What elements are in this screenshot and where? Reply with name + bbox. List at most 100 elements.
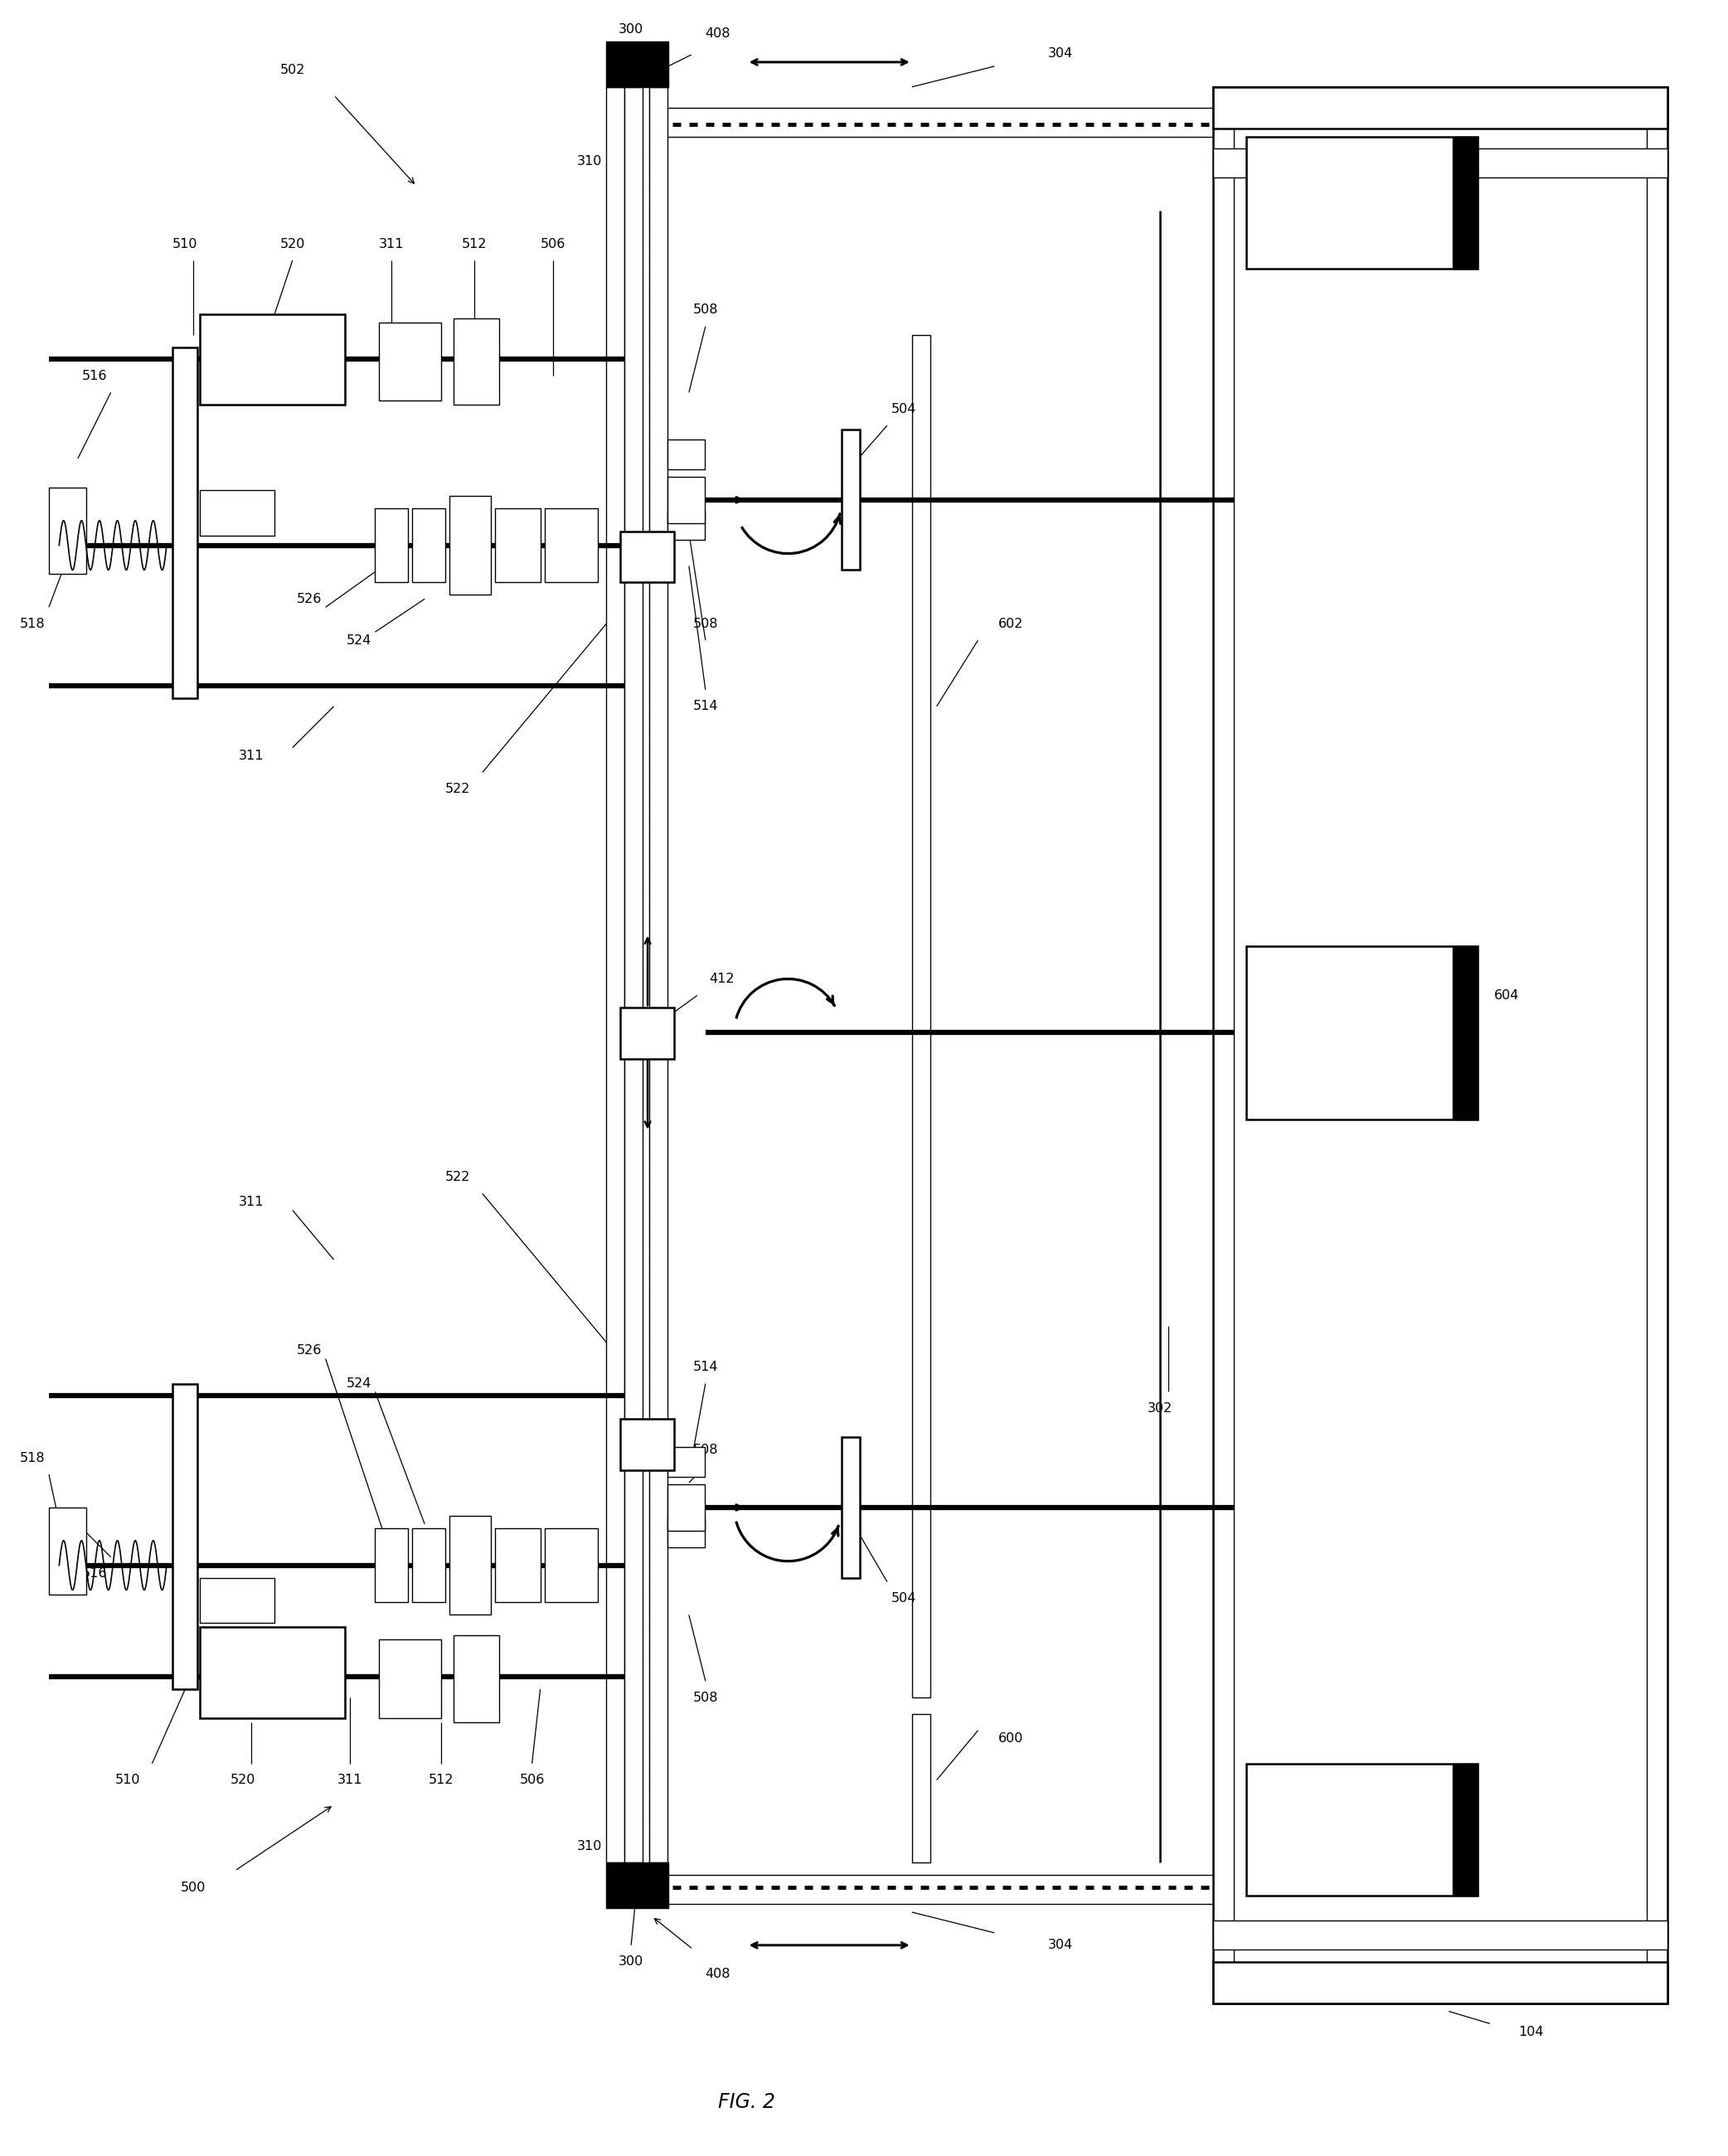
Bar — [413, 1529, 446, 1602]
Bar — [620, 1007, 674, 1059]
Text: 510: 510 — [114, 1774, 140, 1787]
Bar — [544, 509, 598, 582]
Text: 311: 311 — [378, 237, 404, 250]
Text: 514: 514 — [693, 701, 719, 711]
Text: 504: 504 — [892, 403, 916, 416]
Text: 311: 311 — [337, 1774, 363, 1787]
Text: 300: 300 — [619, 1955, 643, 1968]
Text: 524: 524 — [346, 1378, 372, 1391]
Bar — [378, 1639, 441, 1718]
Text: 524: 524 — [346, 634, 372, 647]
Text: 302: 302 — [1147, 1401, 1172, 1414]
Text: 311: 311 — [238, 1197, 264, 1207]
Text: 510: 510 — [173, 237, 197, 250]
Bar — [173, 1384, 197, 1688]
Text: 506: 506 — [520, 1774, 544, 1787]
Bar — [667, 1518, 705, 1548]
Text: 504: 504 — [892, 1591, 916, 1604]
Bar — [48, 1507, 86, 1593]
Bar — [375, 509, 408, 582]
Text: 602: 602 — [999, 617, 1023, 630]
Bar — [624, 86, 643, 1863]
Bar — [667, 509, 705, 539]
Text: 512: 512 — [429, 1774, 454, 1787]
Text: 408: 408 — [705, 28, 731, 39]
Bar — [667, 440, 705, 470]
Text: 518: 518 — [19, 1451, 45, 1464]
Text: 604: 604 — [1495, 990, 1519, 1003]
Text: 520: 520 — [230, 1774, 256, 1787]
Text: 104: 104 — [1519, 2027, 1543, 2037]
Bar — [378, 321, 441, 401]
Bar — [650, 86, 667, 1863]
Text: 508: 508 — [693, 1445, 719, 1455]
Text: 412: 412 — [708, 972, 734, 985]
Bar — [173, 347, 197, 699]
Text: 526: 526 — [297, 1345, 321, 1356]
Text: 520: 520 — [280, 237, 306, 250]
Text: 306: 306 — [1329, 160, 1353, 172]
Bar — [620, 530, 674, 582]
Bar — [912, 334, 930, 1697]
Text: 508: 508 — [693, 304, 719, 317]
Bar — [200, 1628, 344, 1718]
Text: 518: 518 — [19, 617, 45, 630]
Text: 408: 408 — [705, 1968, 731, 1981]
Bar — [200, 489, 275, 535]
Bar — [667, 1447, 705, 1477]
Text: 516: 516 — [81, 1567, 107, 1580]
Text: 304: 304 — [1047, 47, 1073, 60]
Text: 522: 522 — [446, 1171, 470, 1184]
Bar — [200, 315, 344, 405]
Text: 526: 526 — [297, 593, 321, 606]
Bar — [1246, 946, 1477, 1119]
Bar — [48, 487, 86, 573]
Bar — [1213, 149, 1668, 177]
Bar — [1246, 1764, 1477, 1895]
Bar — [544, 1529, 598, 1602]
Bar — [453, 1636, 499, 1723]
Bar — [842, 1438, 861, 1578]
Bar — [607, 86, 624, 1863]
Text: 311: 311 — [238, 750, 264, 761]
Bar — [1453, 136, 1477, 270]
Bar — [1246, 136, 1477, 270]
Bar — [494, 509, 541, 582]
Text: 514: 514 — [693, 1360, 719, 1373]
Bar — [200, 1578, 275, 1623]
Bar — [667, 1483, 705, 1531]
Bar — [1453, 946, 1477, 1119]
Bar — [1213, 1962, 1668, 2003]
Bar — [1213, 86, 1668, 2003]
Bar — [620, 1419, 674, 1470]
Bar — [607, 1863, 669, 1908]
Text: 502: 502 — [280, 65, 306, 78]
Text: 306: 306 — [1255, 990, 1279, 1003]
Text: 304: 304 — [1047, 1938, 1073, 1951]
Bar — [449, 1516, 491, 1615]
Text: 508: 508 — [693, 617, 719, 630]
Text: 512: 512 — [461, 237, 487, 250]
Text: 600: 600 — [999, 1733, 1023, 1744]
Bar — [494, 1529, 541, 1602]
Text: FIG. 2: FIG. 2 — [719, 2091, 776, 2113]
Text: 508: 508 — [693, 1690, 719, 1703]
Text: 300: 300 — [619, 24, 643, 34]
Bar — [1453, 1764, 1477, 1895]
Bar — [1213, 1921, 1668, 1949]
Bar — [449, 496, 491, 595]
Text: 310: 310 — [577, 155, 601, 168]
Text: 306: 306 — [1329, 1815, 1353, 1828]
Bar — [1213, 86, 1668, 127]
Bar — [453, 319, 499, 405]
Text: 310: 310 — [577, 1839, 601, 1852]
Bar — [607, 41, 669, 86]
Text: 506: 506 — [541, 237, 565, 250]
Bar — [842, 429, 861, 569]
Bar — [667, 476, 705, 524]
Bar — [375, 1529, 408, 1602]
Text: 500: 500 — [181, 1882, 206, 1893]
Bar — [413, 509, 446, 582]
Text: 516: 516 — [81, 369, 107, 382]
Bar — [912, 1714, 930, 1863]
